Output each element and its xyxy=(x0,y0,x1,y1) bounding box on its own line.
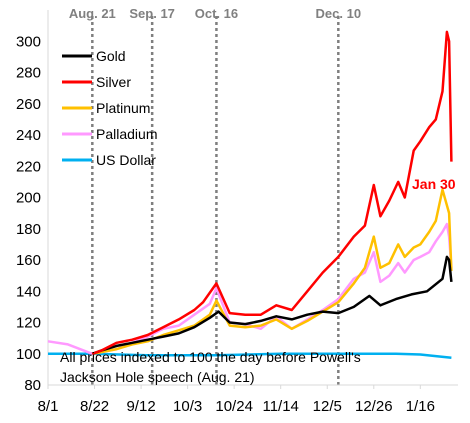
note-line-1: All prices indexed to 100 the day before… xyxy=(60,349,361,365)
legend: Gold Silver Platinum Palladium US Dollar xyxy=(62,48,157,168)
legend-label: Palladium xyxy=(96,126,157,142)
series-line-palladium xyxy=(47,222,453,356)
x-tick-label: 8/1 xyxy=(38,398,59,415)
y-tick-label: 80 xyxy=(24,377,41,394)
x-tick-label: 10/24 xyxy=(215,398,253,415)
series-line-platinum xyxy=(92,188,453,356)
y-tick-label: 140 xyxy=(16,283,41,300)
y-tick-label: 240 xyxy=(16,127,41,144)
y-tick-label: 160 xyxy=(16,252,41,269)
x-tick-label: 12/5 xyxy=(313,398,342,415)
x-tick-label: 8/22 xyxy=(80,398,109,415)
note-line-2: Jackson Hole speech (Aug. 21) xyxy=(60,369,255,385)
x-tick-label: 9/12 xyxy=(126,398,155,415)
x-axis: 8/1 8/22 9/12 10/3 10/24 11/14 12/5 12/26 1/16 xyxy=(38,384,458,415)
x-tick-label: 11/14 xyxy=(262,398,298,415)
y-axis: 80 100 120 140 160 180 200 220 240 260 280 300 xyxy=(16,10,49,394)
event-label: Aug. 21 xyxy=(69,6,116,21)
legend-label: Silver xyxy=(96,74,131,90)
y-tick-label: 100 xyxy=(16,346,41,363)
x-tick-label: 1/16 xyxy=(406,398,435,415)
legend-label: US Dollar xyxy=(96,152,156,168)
x-tick-label: 12/26 xyxy=(355,398,393,415)
y-tick-label: 180 xyxy=(16,221,41,238)
event-markers: Aug. 21 Sep. 17 Oct. 16 Dec. 10 xyxy=(69,6,361,385)
event-label: Sep. 17 xyxy=(129,6,175,21)
series-line-us-dollar xyxy=(48,352,452,359)
series-line-gold xyxy=(91,255,453,355)
y-tick-label: 260 xyxy=(16,96,41,113)
series-line-silver xyxy=(91,30,453,355)
y-tick-label: 200 xyxy=(16,190,41,207)
event-label: Dec. 10 xyxy=(316,6,362,21)
series-lines xyxy=(47,30,453,359)
legend-label: Platinum xyxy=(96,100,150,116)
annotation-jan-30: Jan 30 xyxy=(412,176,456,192)
event-label: Oct. 16 xyxy=(195,6,238,21)
y-tick-label: 280 xyxy=(16,65,41,82)
y-tick-label: 300 xyxy=(16,33,41,50)
x-tick-label: 10/3 xyxy=(173,398,202,415)
legend-label: Gold xyxy=(96,48,126,64)
y-tick-label: 120 xyxy=(16,315,41,332)
y-tick-label: 220 xyxy=(16,158,41,175)
